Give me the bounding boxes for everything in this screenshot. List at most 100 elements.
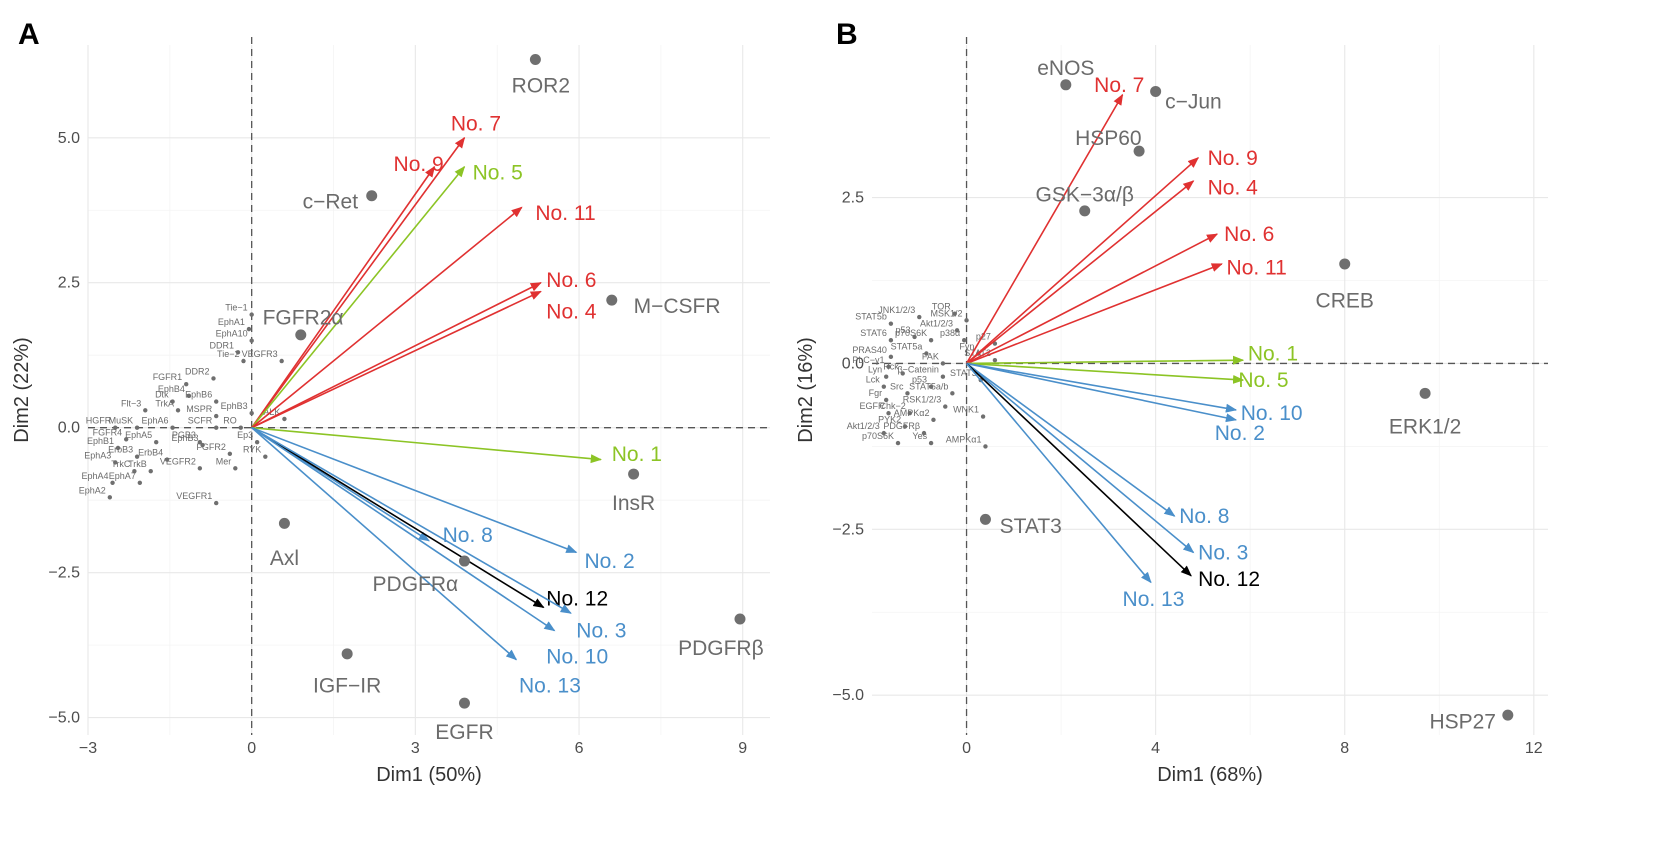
small-point [134, 454, 140, 459]
large-point-label: PDGFRα [373, 573, 459, 596]
small-point-label: TrkC [111, 459, 131, 469]
large-point [979, 513, 991, 525]
small-point-label: MuSK [109, 416, 134, 426]
vector-label: No. 11 [1227, 256, 1287, 279]
small-point [148, 468, 153, 474]
small-point [254, 439, 260, 445]
y-tick-label: −2.5 [48, 565, 80, 582]
large-point-label: IGF−IR [313, 675, 381, 698]
small-point-label: Mer [216, 456, 232, 466]
small-point-label: PDGFRβ [883, 421, 920, 431]
vector-label: No. 4 [546, 301, 597, 324]
loading-vector [966, 355, 1245, 365]
large-point-label: ROR2 [512, 75, 570, 98]
small-point-label: p53 [896, 325, 911, 335]
y-axis-title: Dim2 (16%) [795, 337, 817, 443]
loading-vector [251, 165, 436, 429]
vector-label: No. 1 [1248, 343, 1298, 366]
large-point-label: PDGFRβ [678, 637, 764, 660]
small-point-label: PYK2 [878, 414, 901, 424]
small-point [931, 417, 936, 423]
small-point-label: RSK1/2/3 [903, 395, 942, 405]
small-point-label: p27 [976, 332, 991, 342]
small-point-label: RYK [243, 445, 261, 455]
loading-vector [966, 362, 1245, 384]
small-point-label: STAT3 [950, 368, 977, 378]
small-point-label: EphA1 [218, 317, 245, 327]
vector-label: No. 3 [576, 620, 626, 643]
x-axis-title: Dim1 (50%) [376, 764, 482, 786]
loading-vector [251, 426, 578, 554]
small-point [110, 480, 115, 485]
small-point-label: FGFR2 [196, 442, 226, 452]
loading-vector [966, 362, 1195, 554]
x-tick-label: 0 [962, 740, 971, 757]
small-point-label: Yes [912, 431, 927, 441]
loading-vector [251, 136, 466, 429]
small-point [227, 451, 233, 456]
large-point-label: EGFR [435, 721, 493, 744]
small-point-label: EphB3 [172, 433, 199, 443]
small-point [950, 391, 955, 396]
y-tick-label: 5.0 [58, 130, 80, 147]
loading-vector [966, 157, 1200, 365]
small-point [902, 424, 908, 429]
small-point-label: EphB3 [221, 401, 248, 411]
vector-label: No. 12 [546, 588, 608, 611]
small-point-label: EphA6 [142, 416, 169, 426]
small-point [214, 500, 219, 506]
small-point [895, 440, 901, 446]
small-point [263, 454, 268, 459]
large-point-label: InsR [612, 492, 655, 515]
loading-vector [251, 206, 523, 429]
large-point [1419, 387, 1431, 399]
small-point [912, 334, 917, 340]
small-point-label: β−Catenin [897, 365, 938, 375]
small-point-label: Tie−2 [217, 349, 239, 359]
small-point-label: EphA4 [82, 471, 109, 481]
small-point [282, 416, 287, 422]
x-tick-label: 3 [411, 740, 420, 757]
small-point-label: PLC−γ1 [852, 355, 884, 365]
large-point-label: ERK1/2 [1389, 415, 1461, 438]
small-point [197, 466, 203, 471]
small-point [249, 338, 254, 343]
x-tick-label: 6 [575, 740, 584, 757]
small-point-label: Akt1/2/3 [920, 318, 953, 328]
small-point-label: Flt−3 [121, 398, 141, 408]
small-point [886, 364, 891, 369]
large-point [1060, 79, 1072, 91]
small-point [883, 397, 889, 403]
small-point [214, 399, 219, 404]
large-point [341, 648, 353, 660]
small-point-label: EphA2 [79, 485, 106, 495]
large-point-label: HSP27 [1429, 711, 1496, 734]
small-point [123, 437, 129, 442]
small-point [170, 399, 175, 404]
small-point [921, 430, 927, 436]
small-point [983, 444, 988, 449]
vector-label: No. 8 [443, 524, 493, 547]
large-point-label: FGFR2α [263, 307, 344, 330]
small-point-label: p53 [912, 375, 927, 385]
loading-vector [966, 362, 1238, 423]
small-point-label: p70S6K [862, 431, 894, 441]
large-point-label: M−CSFR [634, 295, 721, 318]
small-point-label: Ep3 [237, 430, 253, 440]
large-point [606, 294, 618, 306]
large-point-label: Axl [270, 547, 299, 570]
loading-vector [965, 362, 1192, 577]
loading-vector [966, 180, 1195, 365]
large-point [529, 53, 541, 65]
loading-vector [251, 282, 542, 429]
loading-vector [251, 426, 572, 614]
pca-biplot-b: 0 4 8 12 −5.0 −2.5 0.0 2.5 Dim1 (68%) Dim2 (16%) T… [795, 37, 1548, 786]
large-point [458, 555, 470, 567]
large-point [1133, 145, 1145, 157]
large-point-label: STAT3 [1000, 515, 1062, 538]
small-point [211, 376, 216, 381]
small-point-label: STAT6 [860, 328, 887, 338]
loading-vector [966, 263, 1223, 365]
y-tick-label: −5.0 [832, 687, 864, 704]
